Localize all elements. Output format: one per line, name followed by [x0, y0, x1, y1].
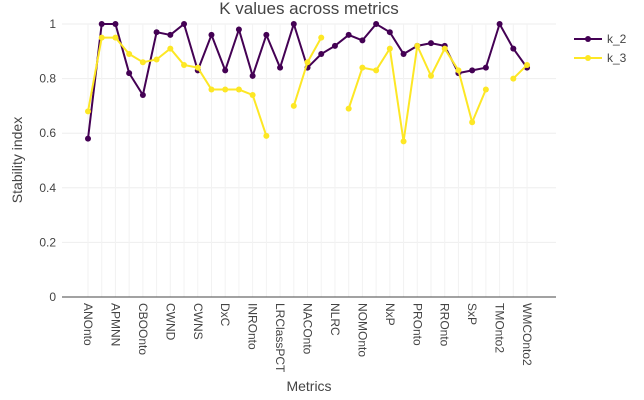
data-point — [208, 86, 215, 93]
data-point — [441, 45, 448, 52]
data-point — [345, 105, 352, 112]
data-point — [482, 64, 489, 71]
data-point — [469, 67, 476, 74]
data-point — [194, 64, 201, 71]
chart-title: K values across metrics — [219, 0, 399, 18]
data-point — [400, 51, 407, 58]
data-point — [235, 86, 242, 93]
data-point — [263, 132, 270, 139]
data-point — [98, 34, 105, 41]
data-point — [181, 21, 188, 27]
data-point — [524, 61, 531, 68]
data-point — [181, 61, 188, 68]
data-point — [85, 108, 91, 115]
x-tick-label: SxP — [465, 303, 479, 325]
x-tick-label: PROnto — [410, 303, 424, 346]
x-tick-label: DxC — [218, 303, 232, 327]
legend-marker — [585, 36, 591, 42]
data-point — [510, 45, 517, 52]
y-tick-label: 0.6 — [39, 126, 56, 140]
data-point — [139, 59, 146, 66]
x-tick-label: RROnto — [438, 303, 452, 347]
data-point — [290, 102, 297, 109]
x-tick-label: NLRC — [328, 303, 342, 336]
x-tick-label: INROnto — [246, 303, 260, 350]
x-tick-label: APMNN — [108, 303, 122, 346]
data-point — [386, 45, 393, 52]
y-tick-label: 0.4 — [39, 181, 56, 195]
data-point — [386, 29, 393, 36]
x-tick-label: NxP — [383, 303, 397, 326]
data-point — [153, 56, 160, 63]
data-point — [235, 26, 242, 33]
x-tick-label: WMCOnto2 — [520, 303, 534, 366]
data-point — [263, 31, 270, 38]
x-tick-label: CBOOnto — [136, 303, 150, 355]
data-point — [222, 67, 229, 74]
data-point — [222, 86, 229, 93]
x-axis-title: Metrics — [286, 378, 331, 394]
y-tick-label: 0.2 — [39, 235, 56, 249]
data-point — [167, 31, 174, 38]
data-point — [98, 21, 105, 27]
data-point — [304, 59, 311, 66]
data-point — [290, 21, 297, 27]
data-point — [126, 51, 133, 58]
data-point — [318, 51, 325, 58]
x-tick-label: NOMOnto — [355, 303, 369, 357]
data-point — [428, 40, 434, 47]
x-tick-label: CWNS — [191, 303, 205, 340]
x-tick-label: LRClassPCT — [273, 303, 287, 373]
x-tick-label: CWND — [163, 303, 177, 341]
data-point — [112, 21, 119, 27]
y-tick-label: 1 — [49, 17, 56, 31]
data-point — [496, 21, 503, 27]
legend-marker — [585, 55, 591, 61]
series-line — [512, 64, 528, 80]
data-point — [167, 45, 174, 52]
legend-label: k_3 — [607, 51, 627, 65]
data-point — [373, 67, 380, 74]
data-point — [359, 37, 366, 44]
data-point — [359, 64, 366, 71]
data-point — [428, 72, 434, 79]
data-point — [112, 34, 119, 41]
data-point — [208, 31, 215, 38]
data-point — [482, 86, 489, 93]
data-point — [249, 91, 256, 98]
data-point — [139, 91, 146, 98]
data-point — [400, 138, 407, 145]
data-point — [153, 29, 160, 36]
data-point — [277, 64, 284, 71]
data-point — [455, 67, 462, 74]
data-point — [345, 31, 352, 38]
data-point — [126, 70, 133, 77]
y-axis-title: Stability index — [9, 117, 25, 203]
y-tick-label: 0.8 — [39, 72, 56, 86]
data-point — [85, 135, 91, 142]
data-point — [414, 42, 421, 49]
data-point — [469, 119, 476, 126]
legend-label: k_2 — [607, 32, 627, 46]
data-point — [318, 34, 325, 41]
x-tick-label: ANOnto — [81, 303, 95, 346]
data-point — [249, 72, 256, 79]
x-tick-label: TMOnto2 — [493, 303, 507, 353]
y-tick-label: 0 — [49, 290, 56, 304]
data-point — [510, 75, 517, 82]
data-point — [331, 42, 338, 49]
data-point — [373, 21, 380, 27]
x-tick-label: NACOnto — [301, 303, 315, 355]
